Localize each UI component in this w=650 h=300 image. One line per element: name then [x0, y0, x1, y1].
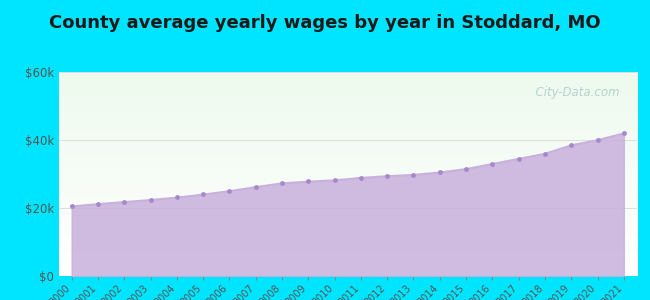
Text: County average yearly wages by year in Stoddard, MO: County average yearly wages by year in S…: [49, 14, 601, 32]
Text: City-Data.com: City-Data.com: [528, 86, 619, 99]
